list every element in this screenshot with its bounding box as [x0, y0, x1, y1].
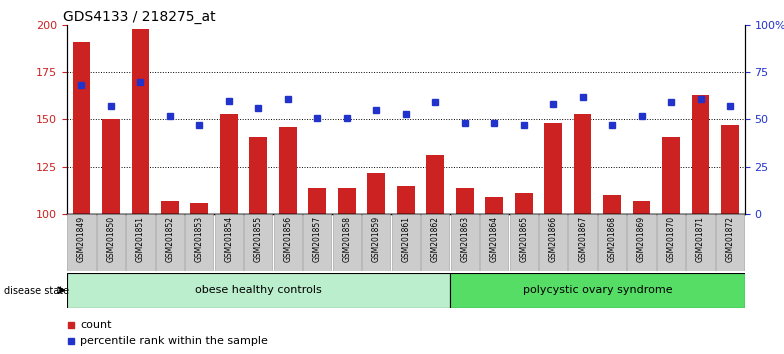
Text: GSM201866: GSM201866: [549, 216, 557, 262]
FancyBboxPatch shape: [244, 214, 273, 271]
FancyBboxPatch shape: [303, 214, 332, 271]
Text: GSM201870: GSM201870: [666, 216, 676, 262]
FancyBboxPatch shape: [687, 214, 715, 271]
FancyBboxPatch shape: [627, 214, 655, 271]
Text: GSM201851: GSM201851: [136, 216, 145, 262]
FancyBboxPatch shape: [67, 273, 450, 308]
Bar: [249, 137, 267, 214]
Text: GSM201862: GSM201862: [430, 216, 440, 262]
Text: GSM201871: GSM201871: [696, 216, 705, 262]
Text: GSM201868: GSM201868: [608, 216, 617, 262]
Bar: [161, 201, 179, 214]
Text: GSM201865: GSM201865: [519, 216, 528, 262]
Bar: [220, 114, 238, 214]
FancyBboxPatch shape: [362, 214, 390, 271]
Bar: [308, 188, 326, 214]
Text: GSM201869: GSM201869: [637, 216, 646, 262]
Bar: [73, 42, 90, 214]
Text: GSM201863: GSM201863: [460, 216, 469, 262]
FancyBboxPatch shape: [421, 214, 449, 271]
FancyBboxPatch shape: [451, 214, 479, 271]
FancyBboxPatch shape: [215, 214, 243, 271]
Text: GSM201850: GSM201850: [107, 216, 115, 262]
Bar: [544, 123, 562, 214]
FancyBboxPatch shape: [480, 214, 508, 271]
Bar: [515, 193, 532, 214]
FancyBboxPatch shape: [568, 214, 597, 271]
Text: GSM201852: GSM201852: [165, 216, 174, 262]
Text: GSM201858: GSM201858: [343, 216, 351, 262]
Text: GSM201855: GSM201855: [254, 216, 263, 262]
FancyBboxPatch shape: [657, 214, 685, 271]
FancyBboxPatch shape: [332, 214, 361, 271]
Text: GSM201859: GSM201859: [372, 216, 381, 262]
Bar: [102, 119, 120, 214]
Bar: [338, 188, 356, 214]
Bar: [662, 137, 680, 214]
Text: disease state: disease state: [4, 286, 69, 296]
Text: GSM201856: GSM201856: [283, 216, 292, 262]
Text: GSM201853: GSM201853: [194, 216, 204, 262]
Bar: [279, 127, 296, 214]
Bar: [132, 29, 149, 214]
FancyBboxPatch shape: [539, 214, 568, 271]
FancyBboxPatch shape: [126, 214, 154, 271]
Text: GSM201864: GSM201864: [490, 216, 499, 262]
Bar: [191, 203, 209, 214]
FancyBboxPatch shape: [598, 214, 626, 271]
FancyBboxPatch shape: [96, 214, 125, 271]
Text: polycystic ovary syndrome: polycystic ovary syndrome: [523, 285, 672, 295]
Bar: [397, 186, 415, 214]
FancyBboxPatch shape: [391, 214, 420, 271]
Text: GDS4133 / 218275_at: GDS4133 / 218275_at: [64, 10, 216, 24]
Text: obese healthy controls: obese healthy controls: [195, 285, 321, 295]
Bar: [633, 201, 651, 214]
Bar: [368, 172, 385, 214]
Bar: [574, 114, 591, 214]
Bar: [456, 188, 474, 214]
Text: count: count: [80, 320, 112, 330]
FancyBboxPatch shape: [274, 214, 302, 271]
Text: GSM201872: GSM201872: [725, 216, 735, 262]
FancyBboxPatch shape: [67, 214, 96, 271]
Text: GSM201854: GSM201854: [224, 216, 234, 262]
FancyBboxPatch shape: [156, 214, 184, 271]
Text: GSM201867: GSM201867: [578, 216, 587, 262]
Bar: [691, 95, 710, 214]
Bar: [721, 125, 739, 214]
FancyBboxPatch shape: [185, 214, 213, 271]
FancyBboxPatch shape: [510, 214, 538, 271]
Text: GSM201861: GSM201861: [401, 216, 410, 262]
Text: GSM201857: GSM201857: [313, 216, 321, 262]
Bar: [485, 197, 503, 214]
FancyBboxPatch shape: [716, 214, 744, 271]
FancyBboxPatch shape: [450, 273, 745, 308]
Text: GSM201849: GSM201849: [77, 216, 86, 262]
Text: percentile rank within the sample: percentile rank within the sample: [80, 336, 268, 346]
Bar: [603, 195, 621, 214]
Bar: [426, 155, 444, 214]
